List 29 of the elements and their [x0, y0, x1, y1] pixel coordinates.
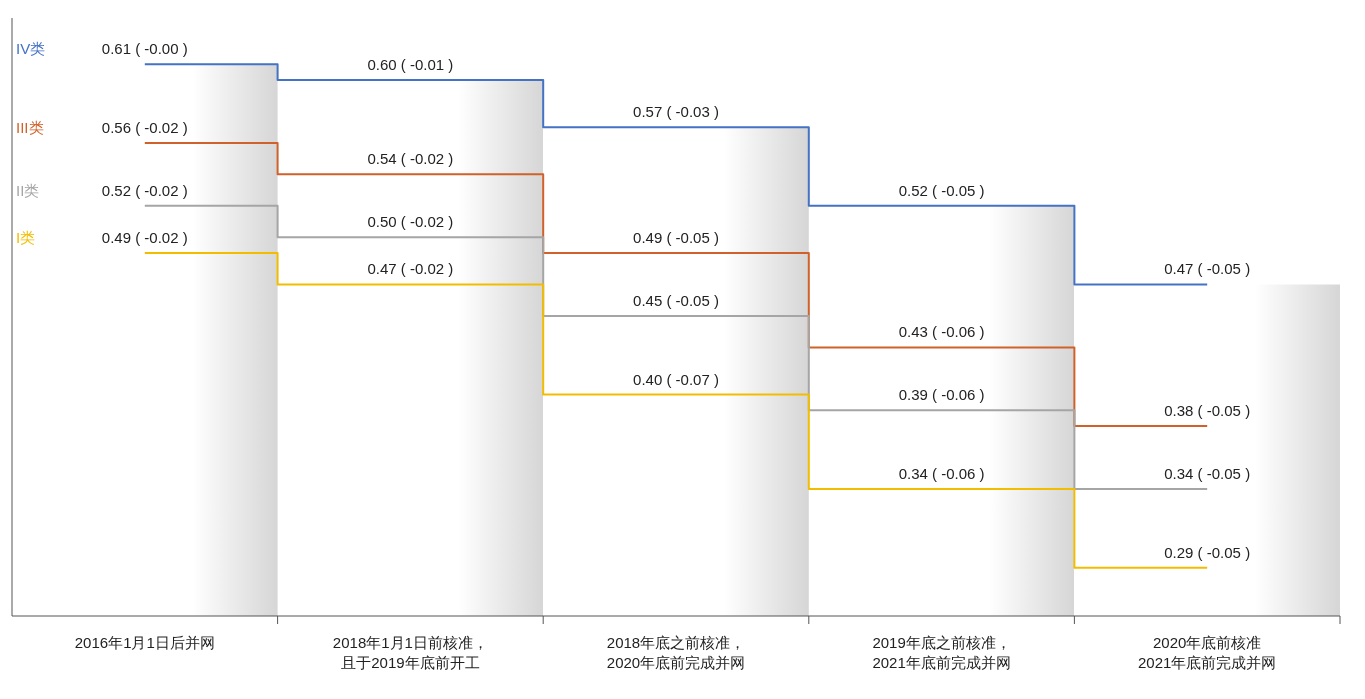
x-tick-label: 2016年1月1日后并网	[74, 634, 215, 651]
data-label: 0.47 ( -0.02 )	[367, 260, 454, 278]
data-label: 0.52 ( -0.02 )	[101, 181, 188, 199]
data-label: 0.52 ( -0.05 )	[898, 181, 985, 199]
data-label: 0.61 ( -0.00 )	[101, 40, 188, 58]
data-label: 0.49 ( -0.05 )	[633, 229, 719, 247]
data-label: 0.38 ( -0.05 )	[1164, 402, 1251, 420]
text: I类	[16, 229, 36, 247]
text: II类	[16, 181, 40, 199]
x-tick-label: 2018年1月1日前核准，且于2019年底前开工	[332, 634, 488, 671]
x-tick-label: 2020年底前核准2021年底前完成并网	[1138, 634, 1277, 671]
data-label: 0.43 ( -0.06 )	[898, 323, 985, 341]
data-label: 0.34 ( -0.05 )	[1164, 465, 1251, 483]
data-label: 0.39 ( -0.06 )	[898, 386, 985, 404]
data-label: 0.45 ( -0.05 )	[633, 291, 719, 309]
data-label: 0.29 ( -0.05 )	[1164, 543, 1251, 561]
text: IV类	[16, 40, 46, 58]
data-label: 0.50 ( -0.02 )	[367, 213, 454, 231]
data-label: 0.47 ( -0.05 )	[1164, 260, 1251, 278]
data-label: 0.34 ( -0.06 )	[898, 465, 985, 483]
x-tick-label: 2019年底之前核准，2021年底前完成并网	[872, 634, 1011, 671]
data-label: 0.57 ( -0.03 )	[633, 103, 719, 121]
data-label: 0.56 ( -0.02 )	[101, 118, 188, 136]
data-label: 0.54 ( -0.02 )	[367, 150, 454, 168]
text: III类	[16, 118, 44, 136]
x-tick-label: 2018年底之前核准，2020年底前完成并网	[606, 634, 746, 671]
data-label: 0.49 ( -0.02 )	[101, 229, 188, 247]
data-label: 0.60 ( -0.01 )	[367, 55, 454, 73]
data-label: 0.40 ( -0.07 )	[633, 370, 719, 388]
